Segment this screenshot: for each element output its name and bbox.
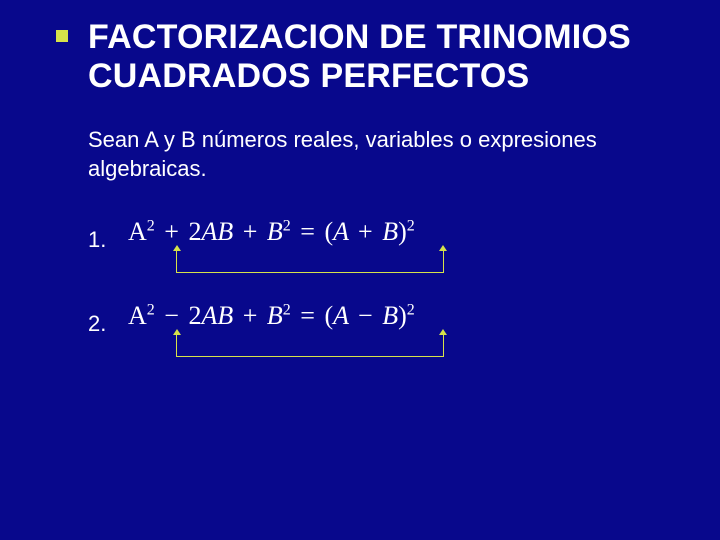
bracket-icon xyxy=(176,251,444,273)
title-bullet-icon xyxy=(56,30,68,42)
page-title: FACTORIZACION DE TRINOMIOS CUADRADOS PER… xyxy=(88,18,684,96)
description-text: Sean A y B números reales, variables o e… xyxy=(88,126,684,183)
item-number: 2. xyxy=(88,301,110,337)
formula-2: A2 − 2AB + B2 = (A − B)2 xyxy=(128,301,415,331)
bracket-icon xyxy=(176,335,444,357)
item-number: 1. xyxy=(88,217,110,253)
list-item: 1. A2 + 2AB + B2 = (A + B)2 xyxy=(88,217,684,253)
slide: FACTORIZACION DE TRINOMIOS CUADRADOS PER… xyxy=(0,0,720,540)
list-item: 2. A2 − 2AB + B2 = (A − B)2 xyxy=(88,301,684,337)
formula-1: A2 + 2AB + B2 = (A + B)2 xyxy=(128,217,415,247)
